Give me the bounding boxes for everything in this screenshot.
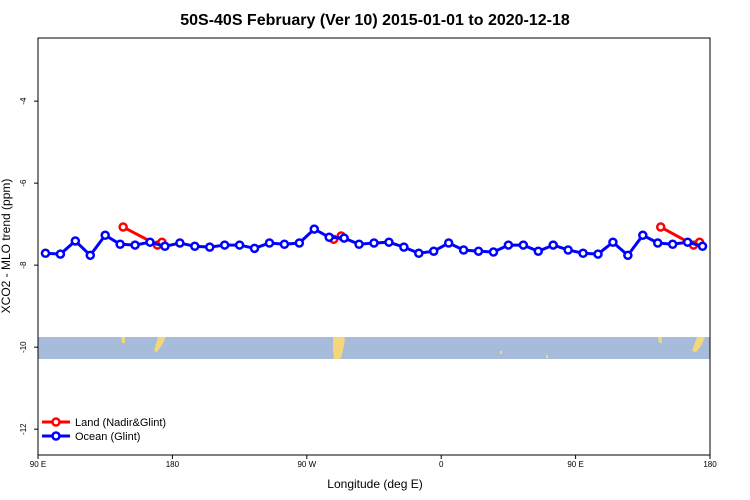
data-point [384, 237, 394, 247]
data-point [85, 250, 96, 261]
data-point [234, 240, 245, 250]
data-point [219, 240, 230, 250]
data-point [204, 242, 215, 252]
map-strip [38, 337, 710, 359]
x-tick-label: 90 E [30, 460, 46, 469]
y-tick-label: -6 [19, 179, 28, 187]
data-point [264, 238, 275, 248]
x-tick-label: 90 E [567, 460, 583, 469]
data-point [160, 241, 170, 252]
data-point [503, 240, 514, 250]
data-point [652, 238, 663, 248]
data-point [279, 239, 290, 249]
data-point [175, 238, 185, 248]
data-point [118, 222, 128, 232]
data-point [608, 237, 618, 247]
data-point [655, 222, 666, 232]
data-point [667, 239, 678, 249]
data-point [70, 236, 81, 246]
data-point [548, 240, 558, 250]
data-point [55, 249, 66, 259]
data-point [623, 250, 633, 261]
data-point [593, 249, 603, 259]
data-point [369, 238, 379, 248]
data-point [399, 242, 409, 252]
x-axis-label: Longitude (deg E) [327, 477, 422, 491]
x-tick-label: 0 [439, 460, 444, 469]
y-tick-label: -12 [19, 423, 28, 435]
data-point [682, 237, 693, 247]
legend-label: Ocean (Glint) [75, 431, 140, 443]
legend-marker [51, 431, 61, 441]
data-point [115, 239, 125, 249]
data-point [100, 230, 110, 240]
legend-label: Land (Nadir&Glint) [75, 417, 166, 429]
y-tick-label: -10 [19, 341, 28, 353]
data-point [458, 245, 469, 255]
data-point [354, 239, 364, 249]
data-point [190, 241, 200, 252]
data-point [488, 247, 499, 257]
data-point [130, 240, 140, 250]
data-point [324, 232, 334, 243]
data-point [473, 246, 484, 256]
data-point [428, 246, 439, 256]
x-tick-label: 90 W [297, 460, 316, 469]
x-tick-label: 180 [166, 460, 180, 469]
y-axis-label: XCO2 - MLO trend (ppm) [0, 179, 13, 314]
data-point [145, 237, 155, 247]
data-point [638, 230, 648, 240]
data-point [578, 248, 588, 259]
data-point [414, 248, 424, 259]
data-point [294, 238, 305, 248]
data-point [339, 233, 349, 243]
data-point [309, 224, 320, 234]
y-tick-label: -8 [19, 261, 28, 269]
chart-title: 50S-40S February (Ver 10) 2015-01-01 to … [180, 12, 570, 29]
legend-marker [51, 417, 61, 427]
plot-frame [37, 37, 711, 456]
data-point [40, 248, 51, 259]
data-point [563, 245, 573, 255]
data-point [249, 243, 260, 254]
x-tick-label: 180 [703, 460, 717, 469]
y-tick-label: -4 [19, 97, 28, 105]
data-point [518, 240, 529, 250]
data-point [697, 241, 708, 252]
data-point [443, 238, 454, 248]
data-point [533, 246, 544, 256]
